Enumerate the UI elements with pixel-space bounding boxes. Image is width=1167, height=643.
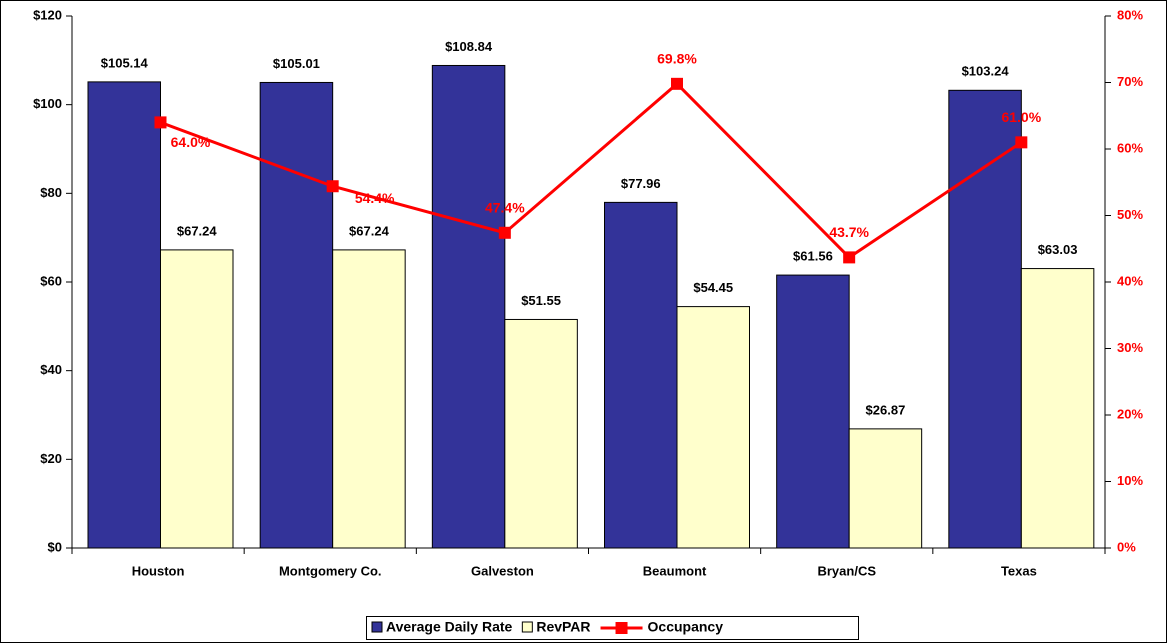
legend-swatch	[615, 622, 628, 634]
bar	[504, 318, 578, 549]
y2-tick-label: 30%	[1117, 340, 1143, 355]
y2-tick-label: 20%	[1117, 406, 1143, 421]
x-tick-label: Beaumont	[643, 563, 707, 578]
y2-tick-label: 70%	[1117, 74, 1143, 89]
bar	[332, 249, 406, 549]
y-tick-label: $0	[48, 539, 62, 554]
bar	[259, 81, 334, 549]
value-label: $67.24	[177, 223, 218, 238]
y2-tick-label: 60%	[1117, 140, 1143, 155]
value-label: $77.96	[621, 176, 661, 191]
legend-label: Average Daily Rate	[386, 619, 513, 635]
bar	[604, 201, 678, 549]
bar	[1020, 268, 1095, 549]
value-label: $26.87	[866, 402, 906, 417]
x-tick-label: Houston	[132, 563, 185, 578]
value-label: $63.03	[1038, 242, 1078, 257]
bar	[87, 81, 161, 549]
y2-tick-label: 40%	[1117, 273, 1143, 288]
value-label: 64.0%	[171, 134, 211, 150]
value-label: 43.7%	[829, 224, 869, 240]
value-label: 54.4%	[355, 190, 395, 206]
y-tick-label: $100	[33, 96, 62, 111]
value-label: $105.01	[273, 56, 320, 71]
y2-tick-label: 80%	[1117, 7, 1143, 22]
bar	[431, 64, 506, 549]
occupancy-marker	[1015, 136, 1028, 149]
occupancy-marker	[154, 116, 167, 129]
x-tick-label: Texas	[1001, 563, 1037, 578]
value-label: $51.55	[521, 293, 561, 308]
legend-label: RevPAR	[536, 619, 590, 635]
legend-swatch	[371, 621, 383, 633]
occupancy-marker	[326, 180, 339, 193]
occupancy-marker	[498, 226, 511, 239]
bar	[848, 428, 923, 549]
value-label: 69.8%	[657, 51, 697, 67]
value-label: $105.14	[101, 55, 149, 70]
bar	[948, 89, 1022, 549]
legend-swatch	[521, 621, 533, 633]
x-tick-label: Galveston	[471, 563, 534, 578]
bar	[676, 306, 750, 549]
y-tick-label: $60	[40, 273, 62, 288]
y2-tick-label: 0%	[1117, 539, 1136, 554]
legend-label: Occupancy	[648, 619, 724, 635]
y-tick-label: $120	[33, 7, 62, 22]
value-label: $54.45	[693, 280, 733, 295]
value-label: $67.24	[349, 223, 390, 238]
value-label: 47.4%	[485, 199, 525, 215]
y-tick-label: $20	[40, 451, 62, 466]
value-label: $61.56	[793, 249, 833, 264]
value-label: 61.0%	[1001, 109, 1041, 125]
y2-tick-label: 50%	[1117, 207, 1143, 222]
bar	[160, 249, 234, 549]
x-tick-label: Bryan/CS	[817, 563, 876, 578]
value-label: $103.24	[962, 64, 1010, 79]
bar	[776, 274, 850, 549]
occupancy-marker	[843, 251, 856, 264]
occupancy-line	[159, 81, 1023, 260]
x-tick-label: Montgomery Co.	[279, 563, 382, 578]
value-label: $108.84	[445, 39, 493, 54]
y2-tick-label: 10%	[1117, 473, 1143, 488]
y-tick-label: $80	[40, 185, 62, 200]
y-tick-label: $40	[40, 362, 62, 377]
occupancy-marker	[671, 77, 683, 90]
